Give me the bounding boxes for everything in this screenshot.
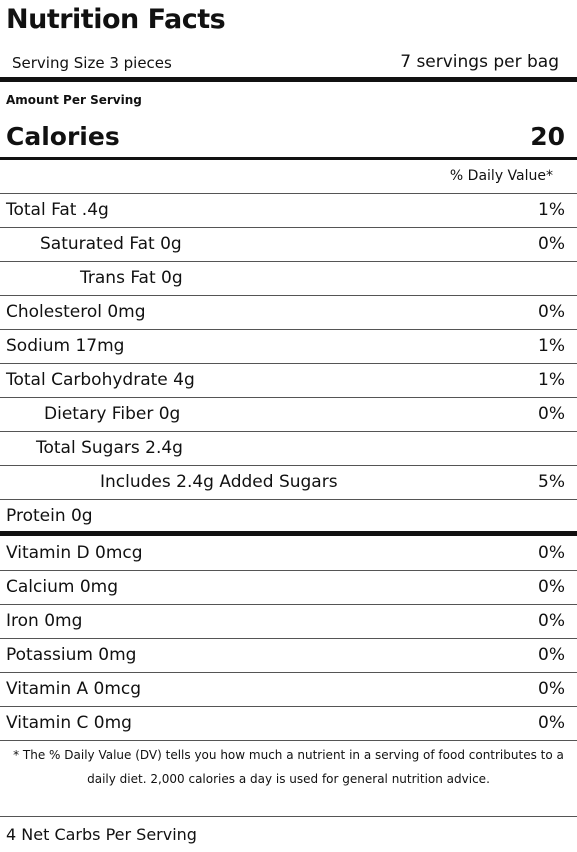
- nutrient-row-total-sugars: Total Sugars 2.4g: [0, 432, 577, 466]
- amount-per-serving: Amount Per Serving: [6, 93, 142, 107]
- daily-value-footnote: * The % Daily Value (DV) tells you how m…: [13, 748, 564, 786]
- vitamin-percent: 0%: [538, 645, 565, 665]
- row-divider: [0, 465, 577, 466]
- nutrient-name: Total Fat .4g: [6, 200, 109, 220]
- vitamin-name: Vitamin A 0mcg: [6, 679, 142, 699]
- serving-size: Serving Size 3 pieces: [12, 54, 172, 72]
- vitamin-row-vitamin-a: Vitamin A 0mcg 0%: [0, 673, 577, 707]
- nutrient-row-sodium: Sodium 17mg 1%: [0, 330, 577, 364]
- vitamin-row-iron: Iron 0mg 0%: [0, 605, 577, 639]
- row-divider: [0, 706, 577, 707]
- vitamin-percent: 0%: [538, 577, 565, 597]
- nutrient-percent: 1%: [538, 200, 565, 220]
- row-divider: [0, 570, 577, 571]
- nutrient-row-saturated-fat: Saturated Fat 0g 0%: [0, 228, 577, 262]
- nutrient-row-total-fat: Total Fat .4g 1%: [0, 194, 577, 228]
- nutrient-row-total-carbohydrate: Total Carbohydrate 4g 1%: [0, 364, 577, 398]
- nutrient-name: Includes 2.4g Added Sugars: [100, 472, 338, 492]
- row-divider: [0, 740, 577, 741]
- row-divider: [0, 261, 577, 262]
- nutrient-row-trans-fat: Trans Fat 0g: [0, 262, 577, 296]
- nutrient-name: Trans Fat 0g: [80, 268, 183, 288]
- nutrient-percent: 5%: [538, 472, 565, 492]
- nutrient-name: Total Carbohydrate 4g: [6, 370, 195, 390]
- nutrient-percent: 0%: [538, 404, 565, 424]
- row-divider: [0, 431, 577, 432]
- servings-per-container: 7 servings per bag: [400, 52, 559, 72]
- row-divider: [0, 363, 577, 364]
- nutrient-name: Total Sugars 2.4g: [36, 438, 183, 458]
- net-carbs-note: 4 Net Carbs Per Serving: [6, 825, 197, 844]
- nutrient-percent: 0%: [538, 234, 565, 254]
- row-divider: [0, 329, 577, 330]
- calories-value: 20: [530, 122, 565, 151]
- vitamin-name: Iron 0mg: [6, 611, 83, 631]
- vitamin-name: Vitamin D 0mcg: [6, 543, 143, 563]
- label-title: Nutrition Facts: [6, 4, 226, 35]
- row-divider: [0, 397, 577, 398]
- nutrient-name: Cholesterol 0mg: [6, 302, 146, 322]
- medium-divider: [0, 157, 577, 160]
- row-divider: [0, 499, 577, 500]
- row-divider: [0, 638, 577, 639]
- nutrient-row-dietary-fiber: Dietary Fiber 0g 0%: [0, 398, 577, 432]
- row-divider: [0, 816, 577, 817]
- vitamin-percent: 0%: [538, 679, 565, 699]
- vitamin-row-vitamin-c: Vitamin C 0mg 0%: [0, 707, 577, 741]
- vitamin-row-potassium: Potassium 0mg 0%: [0, 639, 577, 673]
- nutrient-name: Protein 0g: [6, 506, 93, 526]
- vitamin-percent: 0%: [538, 543, 565, 563]
- vitamin-name: Vitamin C 0mg: [6, 713, 132, 733]
- nutrient-percent: 1%: [538, 370, 565, 390]
- row-divider: [0, 672, 577, 673]
- row-divider: [0, 227, 577, 228]
- nutrient-percent: 1%: [538, 336, 565, 356]
- row-divider: [0, 193, 577, 194]
- vitamin-name: Calcium 0mg: [6, 577, 118, 597]
- vitamin-row-vitamin-d: Vitamin D 0mcg 0%: [0, 537, 577, 571]
- nutrient-name: Dietary Fiber 0g: [44, 404, 181, 424]
- nutrient-row-cholesterol: Cholesterol 0mg 0%: [0, 296, 577, 330]
- vitamin-row-calcium: Calcium 0mg 0%: [0, 571, 577, 605]
- calories-label: Calories: [6, 122, 120, 151]
- vitamin-percent: 0%: [538, 611, 565, 631]
- vitamin-percent: 0%: [538, 713, 565, 733]
- nutrient-percent: 0%: [538, 302, 565, 322]
- row-divider: [0, 604, 577, 605]
- row-divider: [0, 295, 577, 296]
- daily-value-header: % Daily Value*: [449, 168, 553, 184]
- nutrient-name: Sodium 17mg: [6, 336, 125, 356]
- thick-divider: [0, 77, 577, 82]
- nutrient-row-added-sugars: Includes 2.4g Added Sugars 5%: [0, 466, 577, 500]
- vitamin-name: Potassium 0mg: [6, 645, 137, 665]
- nutrient-name: Saturated Fat 0g: [40, 234, 182, 254]
- nutrient-row-protein: Protein 0g: [0, 500, 577, 534]
- thick-divider: [0, 531, 577, 536]
